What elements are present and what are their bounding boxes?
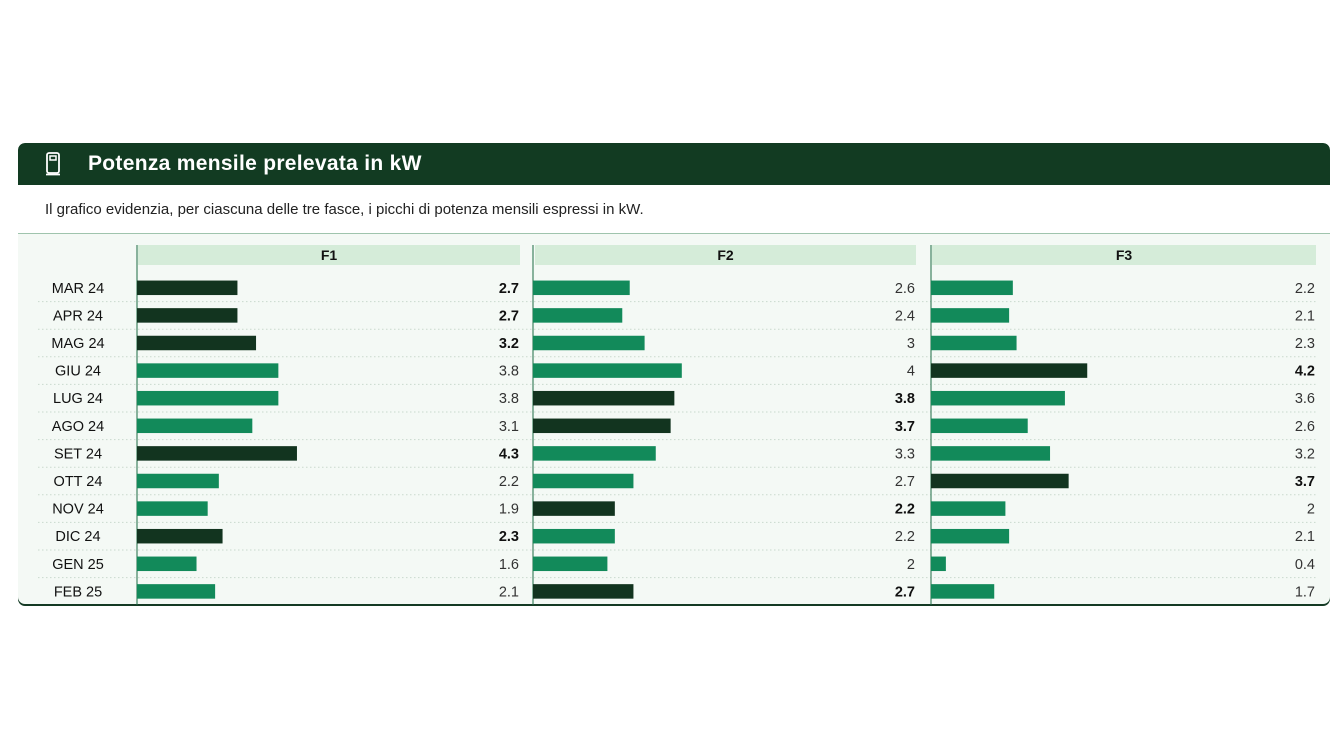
- category-label: AGO 24: [52, 419, 104, 435]
- data-label: 1.7: [1295, 584, 1315, 600]
- data-label: 2.7: [895, 584, 915, 600]
- bar: [931, 363, 1088, 378]
- data-label: 2.7: [895, 474, 915, 490]
- bar: [137, 528, 223, 544]
- bar: [533, 335, 645, 351]
- data-label: 2: [1307, 502, 1315, 518]
- category-label: MAG 24: [51, 336, 104, 352]
- data-label: 3.8: [895, 391, 915, 407]
- data-label: 3.8: [499, 364, 519, 380]
- subtitle-bar: Il grafico evidenzia, per ciascuna delle…: [18, 185, 1330, 234]
- bar: [533, 528, 615, 544]
- bar: [137, 418, 253, 434]
- data-label: 1.9: [499, 502, 519, 518]
- data-label: 1.6: [499, 557, 519, 573]
- panel-header-label: F1: [321, 247, 338, 263]
- data-label: 2.1: [1295, 308, 1315, 324]
- panel-header: [138, 245, 520, 265]
- category-label: SET 24: [54, 446, 102, 462]
- data-label: 4.2: [1295, 364, 1315, 380]
- data-label: 2.4: [895, 308, 915, 324]
- category-label: FEB 25: [54, 584, 102, 600]
- bar: [533, 390, 675, 406]
- bar: [137, 556, 197, 572]
- data-label: 2.1: [499, 584, 519, 600]
- data-label: 3.1: [499, 419, 519, 435]
- panel-header-label: F2: [717, 247, 734, 263]
- bar: [533, 556, 608, 572]
- data-label: 3.2: [1295, 446, 1315, 462]
- bar: [137, 280, 238, 296]
- bar: [137, 501, 208, 516]
- data-label: 4: [907, 364, 915, 380]
- data-label: 2.7: [499, 281, 519, 297]
- data-label: 2.3: [499, 529, 519, 545]
- fuel-pump-icon: [46, 152, 60, 176]
- data-label: 2.2: [499, 474, 519, 490]
- bar: [931, 308, 1010, 323]
- category-label: LUG 24: [53, 391, 103, 407]
- data-label: 2.7: [499, 308, 519, 324]
- bar: [137, 584, 216, 599]
- bar: [931, 584, 995, 599]
- category-label: MAR 24: [52, 281, 104, 297]
- data-label: 2.2: [895, 502, 915, 518]
- category-label: GEN 25: [52, 557, 104, 573]
- bar: [137, 335, 257, 351]
- bar: [533, 584, 634, 599]
- bar: [137, 473, 219, 489]
- category-label: GIU 24: [55, 364, 101, 380]
- data-label: 3.8: [499, 391, 519, 407]
- chart-subtitle: Il grafico evidenzia, per ciascuna delle…: [45, 201, 644, 218]
- data-label: 2.3: [1295, 336, 1315, 352]
- bar: [931, 280, 1013, 296]
- data-label: 3: [907, 336, 915, 352]
- panel-header: [932, 245, 1316, 265]
- bar: [533, 418, 671, 434]
- data-label: 3.7: [1295, 474, 1315, 490]
- chart-title: Potenza mensile prelevata in kW: [88, 152, 422, 175]
- bar: [533, 363, 682, 378]
- bar: [931, 418, 1028, 434]
- bar: [931, 335, 1017, 351]
- bar: [137, 363, 279, 378]
- data-label: 2.1: [1295, 529, 1315, 545]
- bar: [533, 446, 656, 461]
- bar: [931, 556, 946, 572]
- card-header: Potenza mensile prelevata in kW: [18, 143, 1330, 185]
- chart-card: Potenza mensile prelevata in kW Il grafi…: [18, 143, 1330, 606]
- data-label: 3.2: [499, 336, 519, 352]
- bar: [931, 528, 1010, 544]
- category-label: APR 24: [53, 308, 103, 324]
- bar: [533, 501, 615, 516]
- bar: [931, 446, 1051, 461]
- data-label: 0.4: [1295, 557, 1315, 573]
- data-label: 3.6: [1295, 391, 1315, 407]
- data-label: 2.2: [895, 529, 915, 545]
- data-label: 3.3: [895, 446, 915, 462]
- bar: [533, 308, 623, 323]
- category-label: OTT 24: [54, 474, 103, 490]
- data-label: 2.6: [895, 281, 915, 297]
- bar-chart: MAR 24 APR 24 MAG 24 GIU 24 LUG 24 AGO 24 SET …: [38, 245, 1318, 605]
- data-label: 2.2: [1295, 281, 1315, 297]
- category-label: NOV 24: [52, 502, 104, 518]
- bar: [137, 446, 297, 461]
- panel-header-label: F3: [1116, 247, 1133, 263]
- panel-header: [535, 245, 916, 265]
- data-label: 2.6: [1295, 419, 1315, 435]
- bar: [137, 390, 279, 406]
- bar: [931, 473, 1069, 489]
- category-label: DIC 24: [55, 529, 100, 545]
- bar: [533, 473, 634, 489]
- bar: [137, 308, 238, 323]
- bar: [931, 390, 1065, 406]
- bar: [533, 280, 630, 296]
- data-label: 4.3: [499, 446, 519, 462]
- bar: [931, 501, 1006, 516]
- data-label: 3.7: [895, 419, 915, 435]
- data-label: 2: [907, 557, 915, 573]
